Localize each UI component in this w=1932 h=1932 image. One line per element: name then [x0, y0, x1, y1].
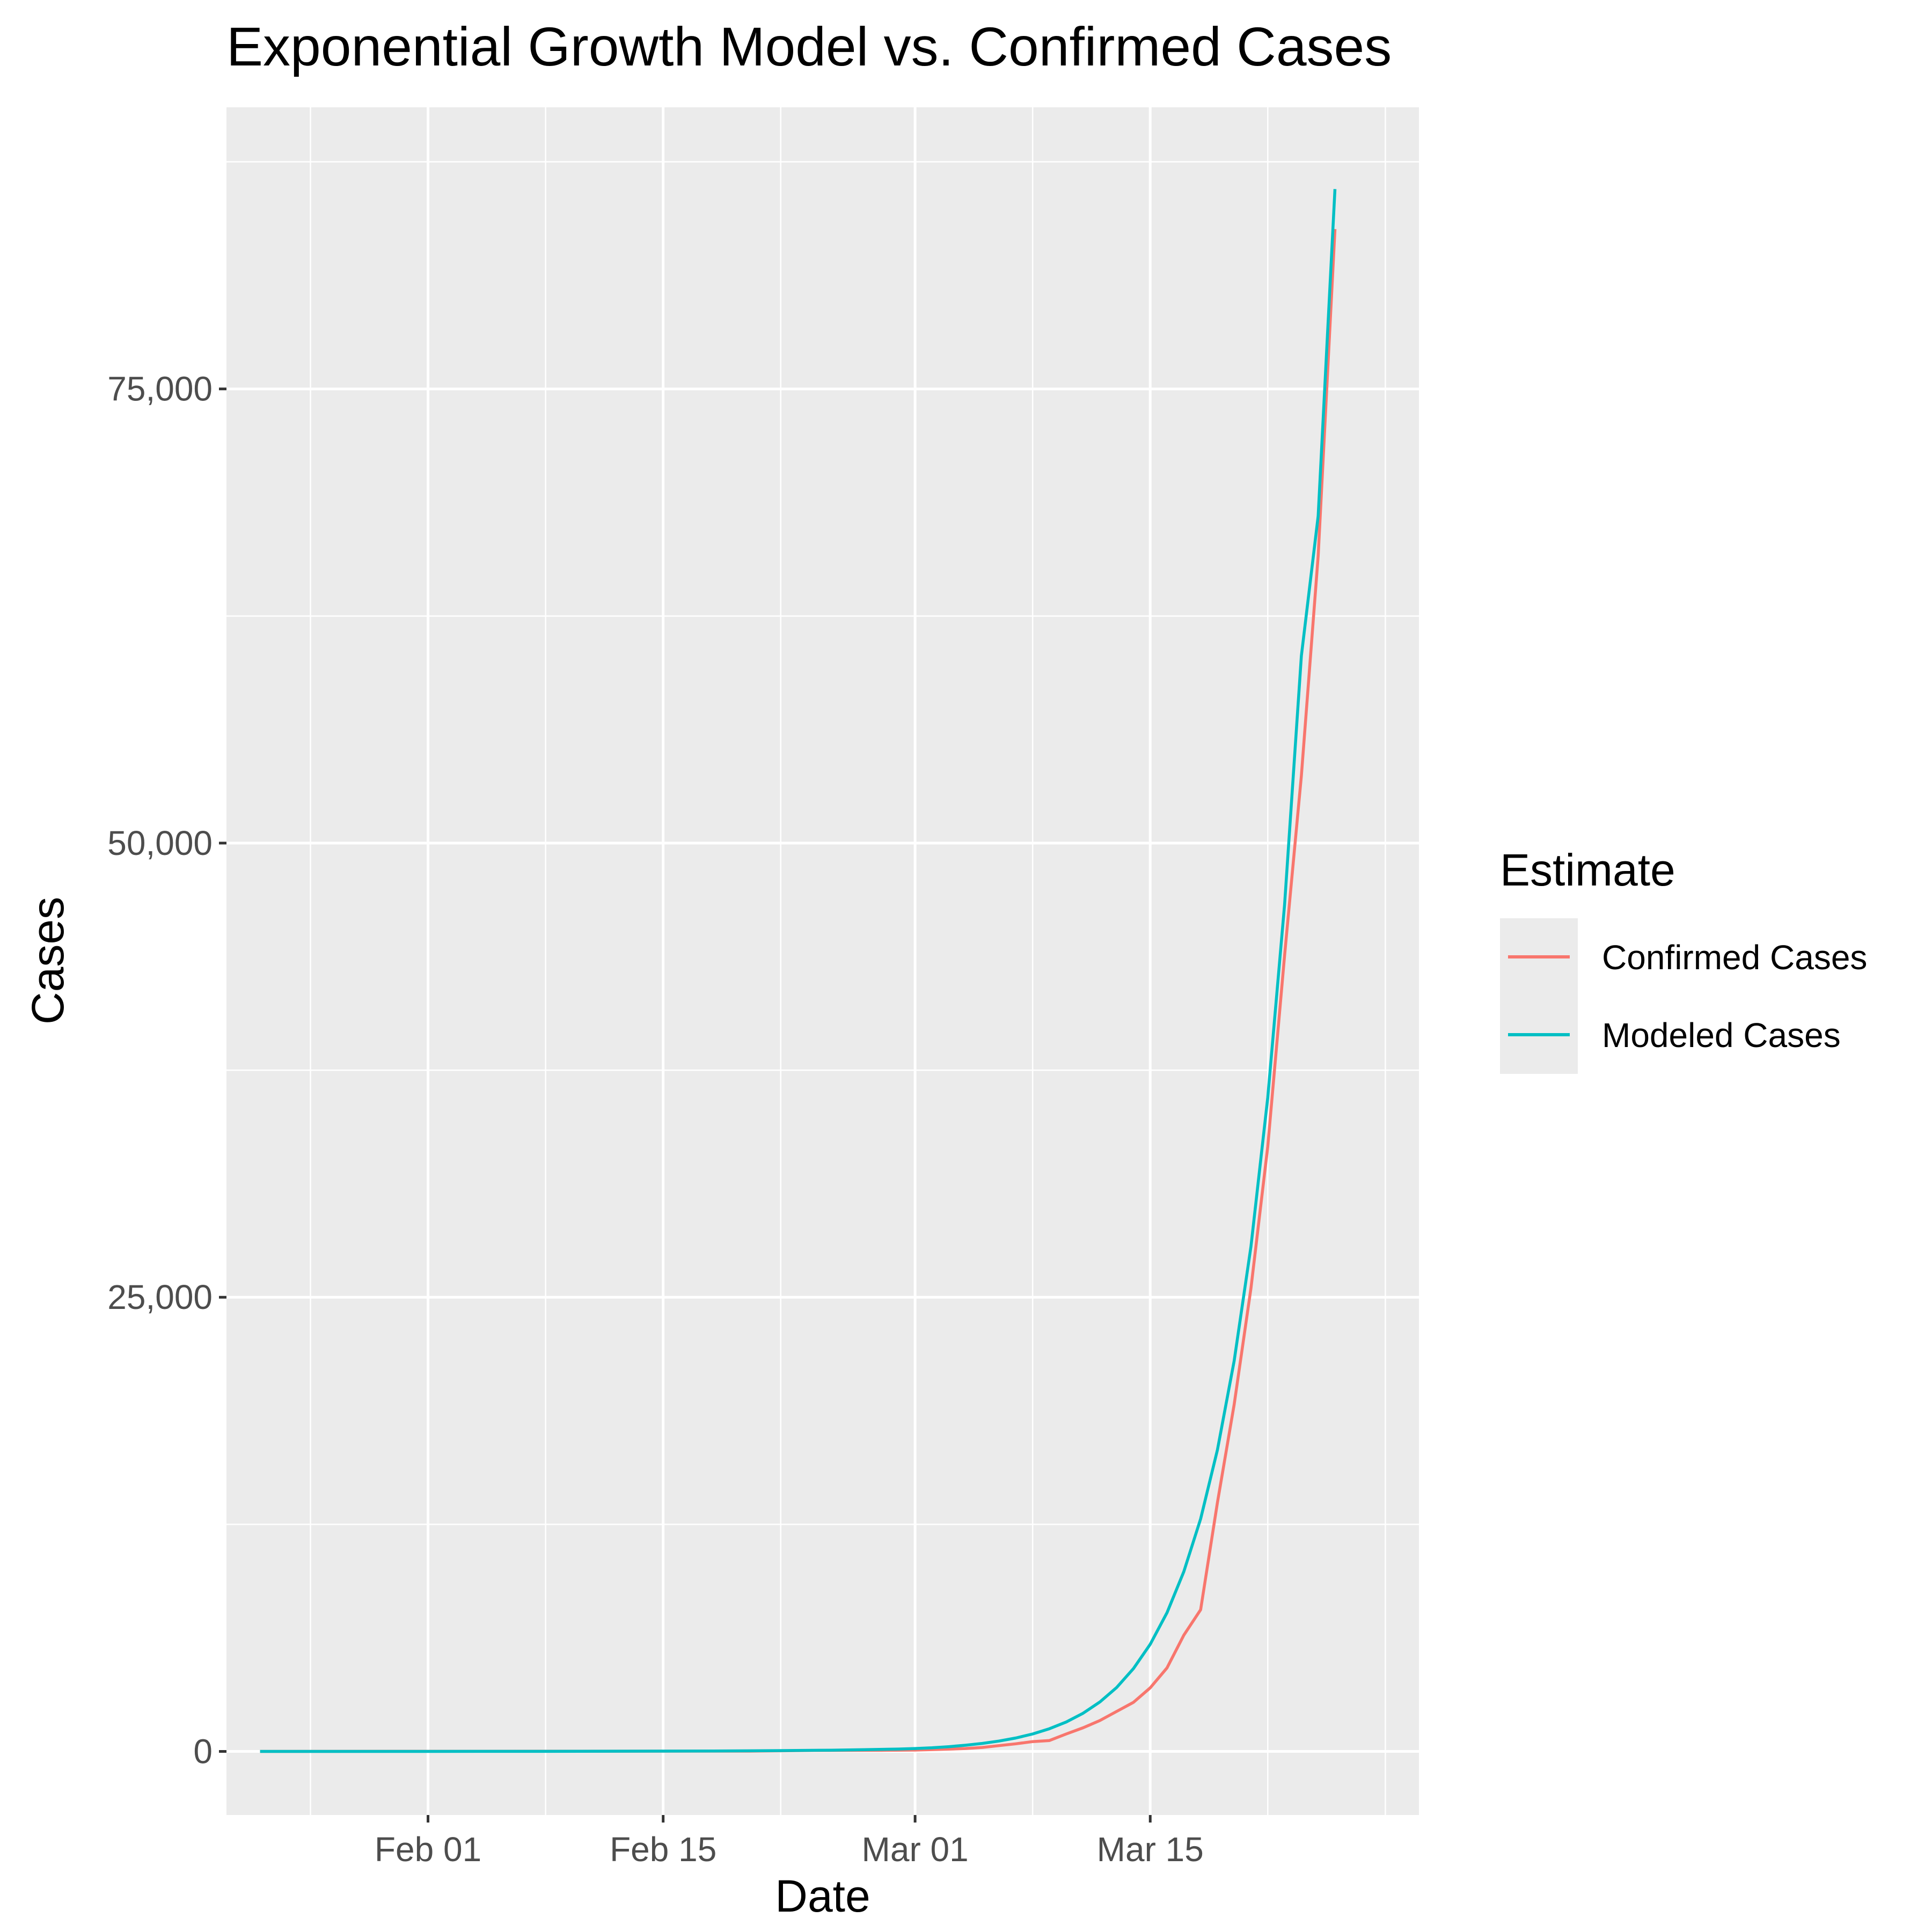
minor-gridlines	[226, 107, 1419, 1815]
series-line-modeled-cases	[260, 189, 1337, 1753]
legend-item-modeled: Modeled Cases	[1500, 996, 1841, 1074]
legend-label-modeled: Modeled Cases	[1602, 1016, 1841, 1055]
y-axis-title: Cases	[23, 897, 73, 1024]
x-axis-title: Date	[775, 1871, 870, 1921]
x-axis: Feb 01 Feb 15 Mar 01 Mar 15	[375, 1815, 1204, 1869]
x-tick-label: Feb 01	[375, 1830, 481, 1869]
y-tick-label: 75,000	[107, 370, 213, 408]
y-tick-label: 0	[193, 1732, 213, 1771]
legend-item-confirmed: Confirmed Cases	[1500, 918, 1867, 996]
series-layer	[260, 189, 1337, 1753]
chart-title: Exponential Growth Model vs. Confirmed C…	[226, 16, 1392, 77]
x-tick-label: Mar 01	[862, 1830, 969, 1869]
y-tick-label: 25,000	[107, 1278, 213, 1316]
y-tick-label: 50,000	[107, 824, 213, 862]
legend-title: Estimate	[1500, 845, 1675, 895]
plot-panel	[226, 107, 1419, 1815]
legend: Estimate Confirmed Cases Modeled Cases	[1500, 845, 1867, 1074]
x-tick-label: Mar 15	[1097, 1830, 1204, 1869]
x-tick-label: Feb 15	[610, 1830, 716, 1869]
legend-label-confirmed: Confirmed Cases	[1602, 938, 1867, 977]
y-axis: 0 25,000 50,000 75,000	[107, 370, 226, 1771]
